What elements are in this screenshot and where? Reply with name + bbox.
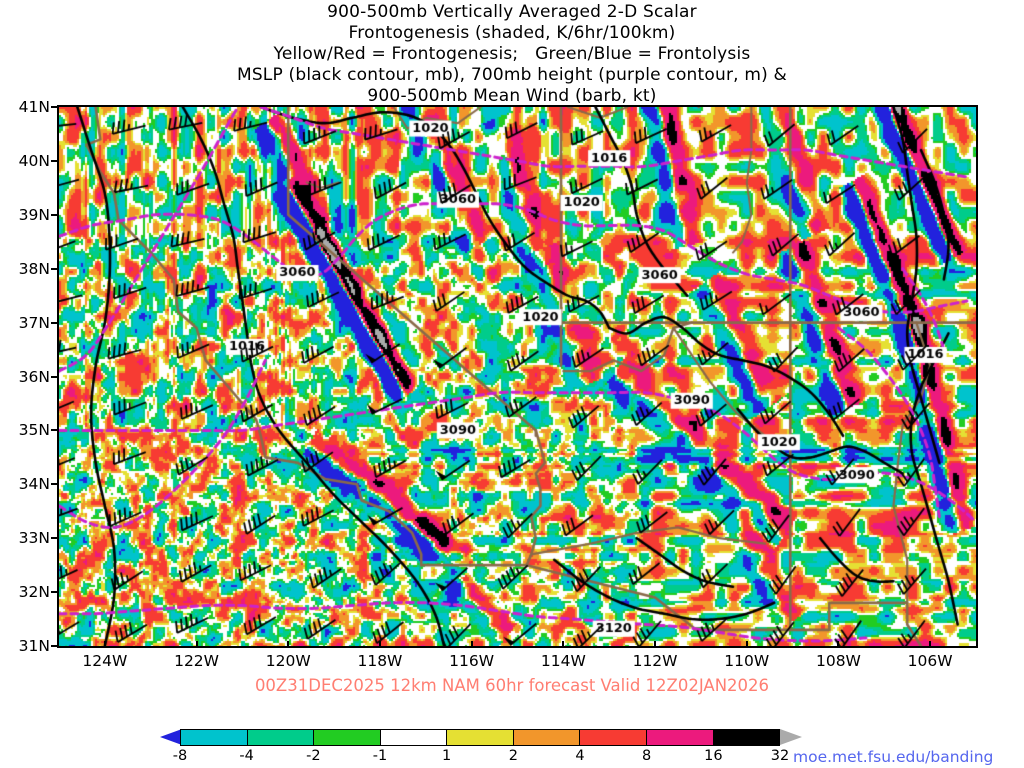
y-axis-tick	[51, 267, 58, 270]
x-axis-label-106W: 106W	[907, 652, 953, 670]
y-axis-tick	[51, 429, 58, 432]
colorbar-tick-16: 16	[704, 748, 723, 764]
x-axis-tick	[378, 641, 381, 648]
x-axis-label-122W: 122W	[174, 652, 219, 670]
x-axis-label-120W: 120W	[265, 652, 311, 670]
colorbar-tick-2: 2	[508, 748, 518, 764]
frontogenesis-map-canvas	[59, 107, 976, 646]
x-axis-tick	[195, 641, 198, 648]
y-axis-tick	[51, 375, 58, 378]
colorbar-swatch-6	[579, 729, 646, 746]
y-axis-label-41N: 41N	[18, 98, 50, 116]
colorbar-tick-1: 1	[442, 748, 452, 764]
y-axis-label-34N: 34N	[18, 475, 50, 494]
x-axis-label-118W: 118W	[357, 652, 403, 670]
map-plot-area	[57, 105, 978, 648]
colorbar-swatch-7	[645, 729, 713, 746]
colorbar-swatch-0	[180, 729, 247, 746]
colorbar-over-arrow	[780, 729, 802, 745]
colorbar-swatch-5	[512, 729, 580, 746]
y-axis-label-40N: 40N	[18, 151, 50, 170]
colorbar-tick-32: 32	[770, 748, 790, 764]
y-axis-tick	[51, 537, 58, 540]
colorbar-swatch-1	[246, 729, 314, 746]
colorbar-tick--2: -2	[306, 748, 321, 764]
x-axis-label-110W: 110W	[724, 652, 770, 670]
x-axis-label-112W: 112W	[632, 652, 678, 670]
colorbar-swatch-3	[379, 729, 447, 746]
y-axis-tick	[51, 321, 58, 324]
y-axis-label-35N: 35N	[18, 421, 50, 440]
y-axis-tick	[51, 213, 58, 216]
y-axis-tick	[51, 159, 58, 162]
colorbar-tick-8: 8	[642, 748, 652, 764]
title-line-4: MSLP (black contour, mb), 700mb height (…	[236, 65, 788, 85]
colorbar-tick--8: -8	[172, 748, 188, 764]
watermark-text: moe.met.fsu.edu/banding	[793, 748, 994, 766]
x-axis-label-116W: 116W	[449, 652, 495, 670]
y-axis-label-32N: 32N	[18, 583, 50, 602]
x-axis-label-124W: 124W	[82, 652, 128, 670]
title-line-2: Frontogenesis (shaded, K/6hr/100km)	[348, 23, 676, 43]
y-axis-label-37N: 37N	[18, 313, 50, 332]
title-line-1: 900-500mb Vertically Averaged 2-D Scalar	[327, 2, 697, 22]
colorbar-swatch-2	[313, 729, 380, 746]
y-axis-label-33N: 33N	[18, 529, 50, 548]
y-axis-label-36N: 36N	[18, 367, 50, 386]
y-axis-tick	[51, 483, 58, 486]
colorbar-under-arrow	[160, 729, 182, 745]
colorbar-tick-4: 4	[575, 748, 585, 764]
title-line-5: 900-500mb Mean Wind (barb, kt)	[367, 86, 657, 106]
x-axis-tick	[562, 641, 565, 648]
y-axis-label-31N: 31N	[18, 637, 50, 655]
title-line-3: Yellow/Red = Frontogenesis; Green/Blue =…	[273, 44, 751, 64]
colorbar-swatch-4	[446, 729, 513, 746]
x-axis-tick	[287, 641, 290, 648]
colorbar	[180, 729, 781, 746]
y-axis-label-38N: 38N	[18, 259, 50, 278]
y-axis-label-39N: 39N	[18, 205, 50, 224]
colorbar-swatch-8	[712, 729, 781, 746]
y-axis-tick	[51, 645, 58, 647]
x-axis-tick	[745, 641, 748, 648]
x-axis-tick	[654, 641, 657, 648]
x-axis-tick	[929, 641, 932, 648]
colorbar-tick--4: -4	[239, 748, 254, 764]
chart-title-block: 900-500mb Vertically Averaged 2-D Scalar…	[0, 2, 1024, 107]
forecast-caption: 00Z31DEC2025 12km NAM 60hr forecast Vali…	[254, 676, 770, 695]
y-axis-tick	[51, 591, 58, 594]
x-axis-tick	[837, 641, 840, 648]
x-axis-tick	[470, 641, 473, 648]
y-axis-tick	[51, 106, 58, 108]
x-axis-label-114W: 114W	[540, 652, 586, 670]
x-axis-tick	[103, 641, 106, 648]
x-axis-label-108W: 108W	[815, 652, 861, 670]
colorbar-tick--1: -1	[372, 748, 388, 764]
